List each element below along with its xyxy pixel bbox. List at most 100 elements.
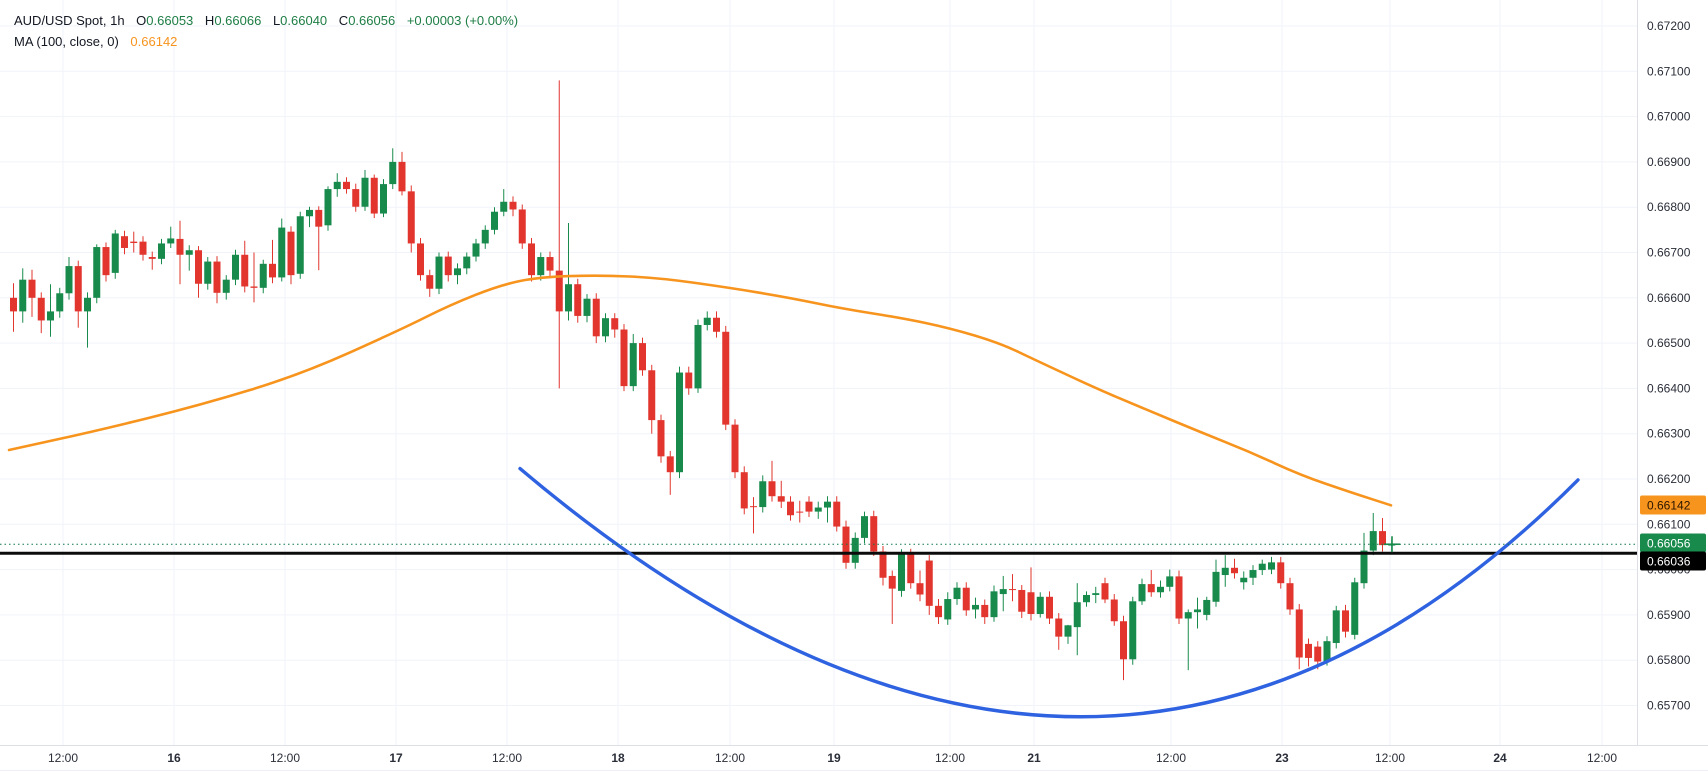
candle: [1342, 604, 1349, 638]
time-axis-hour-label: 12:00: [935, 751, 965, 765]
candle: [1092, 586, 1100, 604]
candle: [1166, 569, 1174, 592]
candle: [10, 283, 17, 332]
candle: [611, 313, 619, 338]
candle: [861, 511, 868, 544]
legend-ma-row[interactable]: MA (100, close, 0) 0.66142: [14, 31, 518, 52]
candle: [481, 225, 489, 249]
candle: [1379, 517, 1386, 552]
ma-indicator-label: MA (100, close, 0): [14, 34, 119, 49]
price-axis-label: 0.66200: [1647, 472, 1691, 486]
candle: [1120, 615, 1127, 681]
candle: [944, 592, 952, 625]
price-axis-label: 0.65700: [1647, 699, 1691, 713]
candle: [130, 231, 138, 253]
candle: [685, 366, 693, 395]
price-axis-label: 0.65800: [1647, 653, 1691, 667]
candle: [306, 206, 313, 228]
candle: [981, 599, 989, 624]
candle: [435, 252, 443, 295]
price-axis-label: 0.66300: [1647, 427, 1691, 441]
candle: [195, 246, 202, 298]
candle: [324, 186, 332, 231]
legend-symbol-row[interactable]: AUD/USD Spot, 1h O0.66053 H0.66066 L0.66…: [14, 10, 518, 31]
candle: [925, 555, 933, 615]
candle: [1138, 578, 1146, 605]
chart-legend: AUD/USD Spot, 1h O0.66053 H0.66066 L0.66…: [14, 10, 518, 52]
candle: [1194, 597, 1201, 629]
candle: [1351, 577, 1359, 640]
candle: [19, 268, 27, 323]
candle: [1369, 512, 1377, 556]
candle: [787, 496, 794, 521]
high-label: H: [204, 13, 215, 28]
candle: [676, 366, 683, 479]
candle: [1286, 577, 1294, 615]
low-label: L: [272, 13, 281, 28]
time-axis-hour-label: 12:00: [1156, 751, 1186, 765]
candle: [990, 585, 998, 622]
candle: [777, 480, 785, 508]
candle: [870, 510, 878, 557]
candle: [953, 582, 961, 605]
candle: [93, 244, 101, 304]
svg-text:0.66036: 0.66036: [1647, 555, 1691, 569]
candle: [1073, 583, 1081, 656]
candle: [361, 170, 369, 211]
low-value: 0.66040: [280, 13, 328, 28]
candle: [444, 251, 452, 282]
candle: [121, 230, 128, 255]
price-axis-label: 0.66100: [1647, 517, 1691, 531]
candle: [65, 257, 73, 300]
svg-text:0.66056: 0.66056: [1647, 537, 1691, 551]
candle: [185, 245, 193, 271]
candle: [111, 229, 119, 279]
candle: [833, 496, 841, 532]
candle: [620, 324, 628, 392]
candle: [1268, 556, 1275, 575]
price-badge-ma: 0.66142: [1640, 495, 1706, 515]
candle: [1305, 638, 1312, 667]
candle: [352, 183, 360, 212]
drawn-curve-annotation[interactable]: [518, 466, 1580, 719]
candle: [417, 238, 424, 281]
ma-100-line[interactable]: [7, 274, 1393, 507]
candle: [1295, 604, 1303, 670]
price-axis[interactable]: 0.67200 0.67100 0.67000 0.66900 0.66800 0.667…: [1647, 19, 1691, 713]
candle: [1360, 532, 1368, 589]
price-badge-last: 0.66056: [1640, 533, 1706, 553]
candle: [213, 256, 221, 304]
time-axis[interactable]: 12:00 16 12:00 17 12:00 18 12:00 19 12:00 21 12:00…: [48, 751, 1617, 765]
candle: [389, 148, 397, 190]
candle: [380, 179, 387, 218]
candle: [102, 242, 110, 282]
candle: [796, 500, 804, 523]
candle: [972, 597, 979, 619]
open-value: 0.66053: [146, 13, 194, 28]
candle: [398, 151, 406, 196]
candle: [84, 292, 91, 348]
gridlines: [0, 0, 1637, 745]
candle: [1212, 559, 1220, 607]
candle: [1249, 565, 1257, 586]
candle: [1027, 567, 1035, 621]
price-badge-line: 0.66036: [1640, 551, 1706, 571]
time-axis-day-label: 23: [1275, 751, 1289, 765]
candle: [343, 177, 350, 194]
candle: [768, 460, 776, 502]
candlestick-series[interactable]: [10, 80, 1396, 681]
time-axis-hour-label: 12:00: [492, 751, 522, 765]
candle: [1203, 596, 1211, 621]
candle: [1055, 613, 1063, 650]
candle: [629, 334, 637, 392]
candle: [935, 599, 942, 624]
high-value: 0.66066: [214, 13, 262, 28]
price-axis-label: 0.66800: [1647, 200, 1691, 214]
candle: [537, 252, 545, 281]
candle: [167, 226, 175, 248]
candle: [546, 251, 554, 277]
candle: [296, 211, 304, 279]
candle: [574, 278, 582, 323]
close-label: C: [338, 13, 349, 28]
